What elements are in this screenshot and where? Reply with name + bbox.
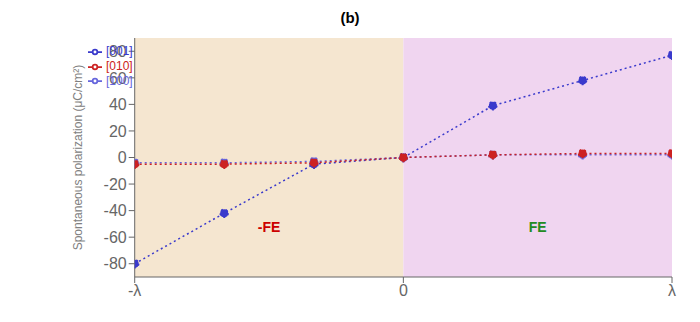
- svg-text:Spontaneous polarization (μC/c: Spontaneous polarization (μC/cm²): [71, 65, 85, 251]
- svg-text:0: 0: [118, 149, 127, 166]
- svg-text:-60: -60: [104, 229, 127, 246]
- svg-text:60: 60: [109, 70, 127, 87]
- svg-text:FE: FE: [529, 219, 547, 235]
- svg-text:λ: λ: [668, 282, 676, 299]
- svg-text:-FE: -FE: [258, 219, 281, 235]
- svg-text:-80: -80: [104, 255, 127, 272]
- svg-text:-20: -20: [104, 176, 127, 193]
- svg-text:80: 80: [109, 43, 127, 60]
- svg-text:0: 0: [399, 282, 408, 299]
- svg-text:40: 40: [109, 96, 127, 113]
- svg-text:-40: -40: [104, 202, 127, 219]
- svg-text:-λ: -λ: [128, 282, 141, 299]
- svg-text:20: 20: [109, 123, 127, 140]
